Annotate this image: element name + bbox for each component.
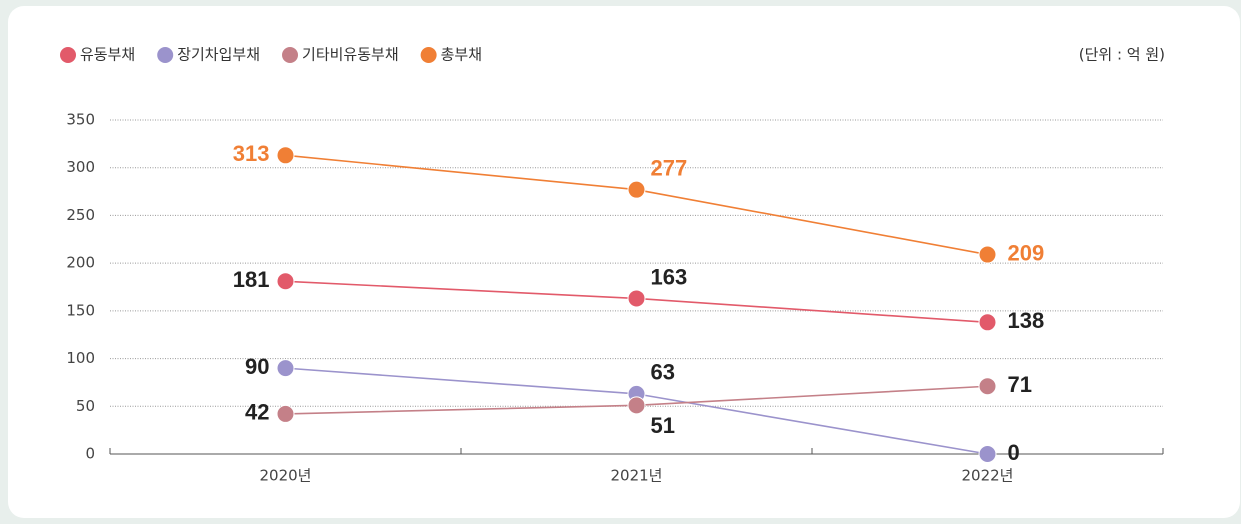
y-tick-label: 150: [66, 301, 95, 319]
legend-label: 유동부채: [80, 46, 135, 64]
point: [276, 359, 295, 378]
point: [627, 289, 646, 308]
data-label: 71: [1008, 372, 1032, 397]
point: [276, 404, 295, 423]
x-tick-label: 2022년: [962, 467, 1014, 485]
legend-marker: [157, 47, 174, 63]
legend-label: 장기차입부채: [177, 46, 260, 64]
legend-marker: [420, 47, 437, 63]
y-tick-label: 300: [66, 158, 95, 176]
legend-marker: [282, 47, 299, 63]
data-label: 181: [233, 267, 270, 292]
unit: (단위 : 억 원): [1079, 46, 1165, 64]
point: [978, 377, 997, 396]
x-tick-label: 2021년: [611, 467, 663, 485]
legend-label: 총부채: [441, 46, 482, 64]
point: [978, 445, 997, 463]
legend-marker: [60, 47, 76, 63]
data-label: 0: [1008, 440, 1020, 465]
data-label: 42: [245, 400, 269, 425]
x-tick-label: 2020년: [260, 467, 312, 485]
y-tick-label: 350: [66, 111, 95, 129]
data-label: 63: [651, 360, 675, 385]
card: [8, 6, 1240, 518]
data-label: 313: [233, 141, 270, 166]
y-tick-label: 50: [76, 397, 95, 415]
point: [627, 180, 646, 199]
point: [978, 313, 997, 332]
y-tick-label: 200: [66, 254, 95, 272]
legend-label: 기타비유동부채: [302, 46, 399, 64]
data-label: 163: [651, 264, 688, 289]
series-line: [285, 154, 988, 256]
y-tick-label: 250: [66, 206, 95, 224]
data-label: 209: [1008, 240, 1045, 265]
data-label: 138: [1008, 308, 1045, 333]
y-tick-label: 100: [66, 349, 95, 367]
point: [978, 245, 997, 264]
point: [276, 272, 295, 291]
data-label: 277: [651, 155, 688, 180]
y-tick-label: 0: [85, 445, 95, 463]
data-label: 51: [651, 413, 675, 438]
point: [627, 396, 646, 415]
point: [276, 146, 295, 165]
data-label: 90: [245, 354, 269, 379]
